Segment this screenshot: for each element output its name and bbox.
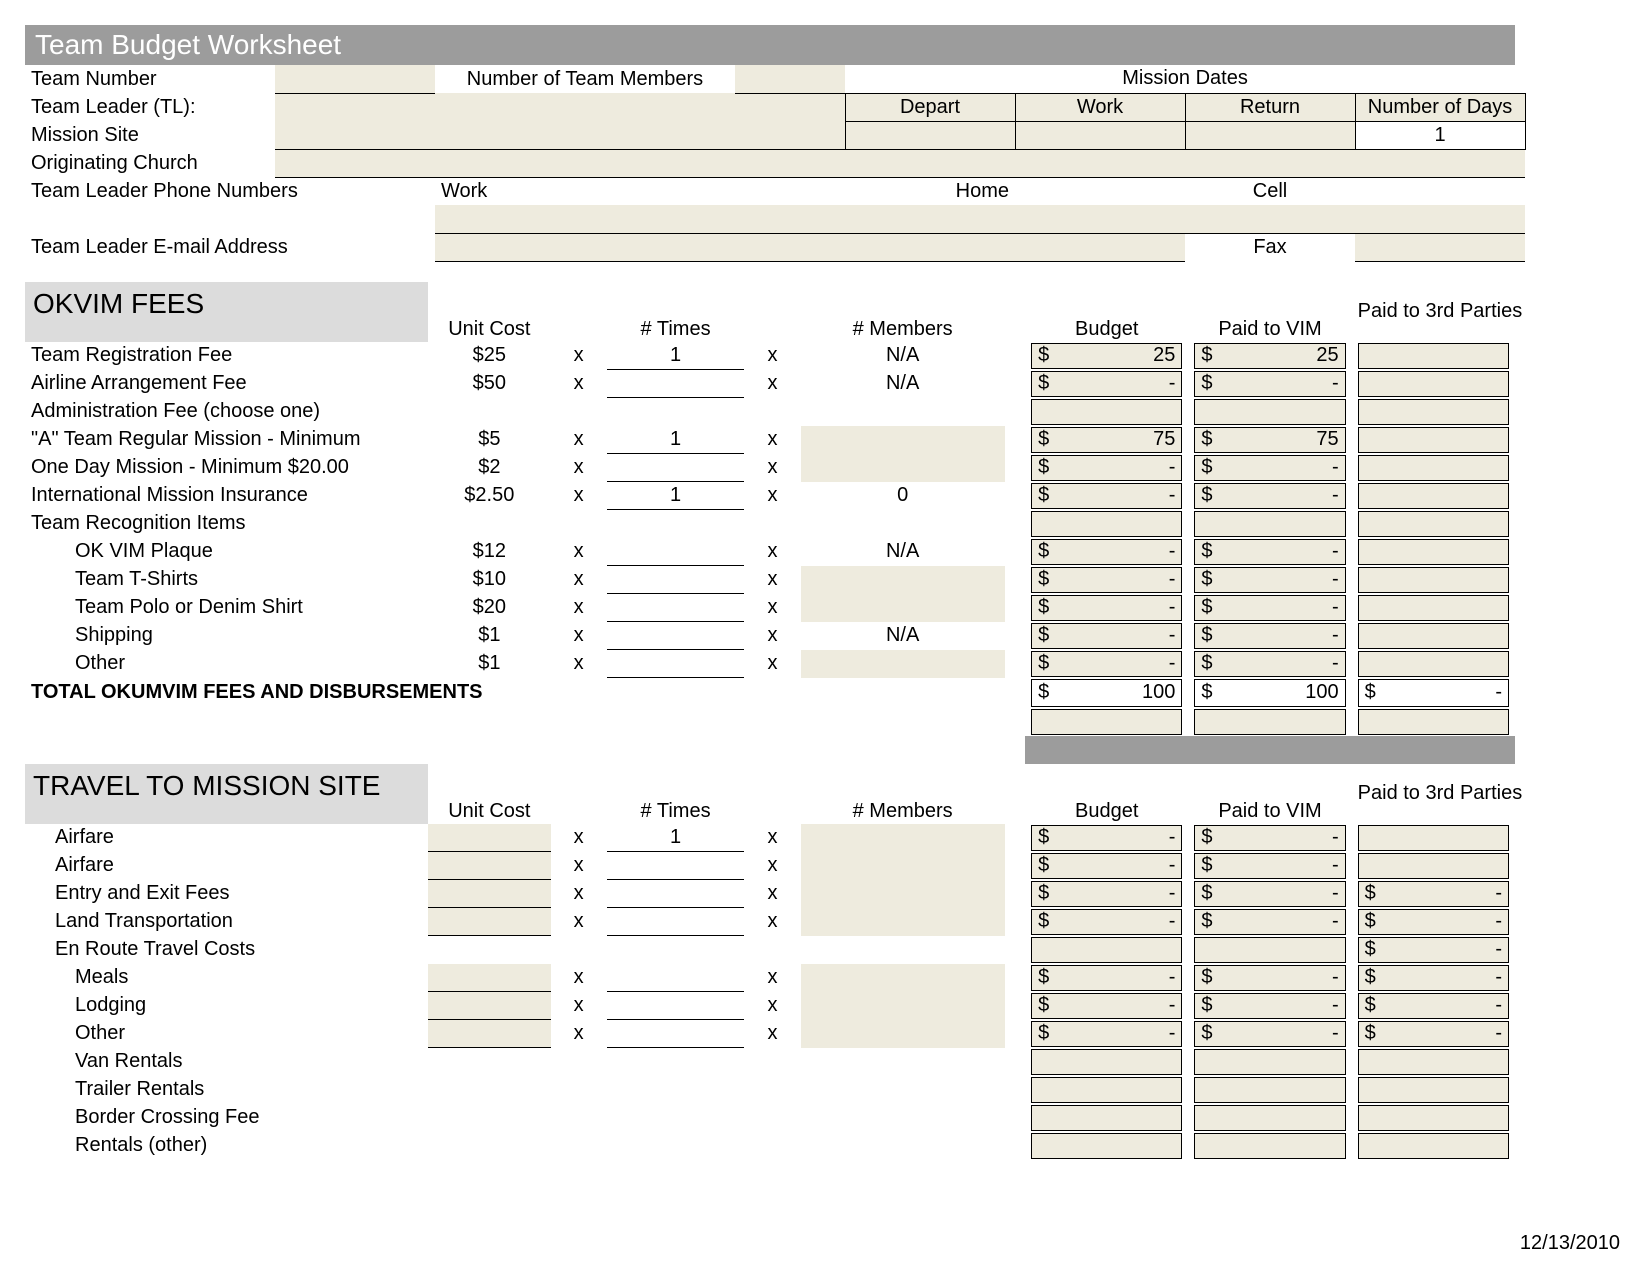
lbl-mission-dates: Mission Dates [845,65,1525,93]
row-ateam: "A" Team Regular Mission - Minimum $5 x … [25,426,1515,454]
hdr-return: Return [1185,93,1355,121]
row-other2: Other x x $- $- $- [25,1020,1515,1048]
row-air: Airline Arrangement Fee $50 x x N/A $- $… [25,370,1515,398]
row-border: Border Crossing Fee [25,1104,1515,1132]
row-tshirt: Team T-Shirts $10 x x $- $- [25,566,1515,594]
row-enroute: En Route Travel Costs $- [25,936,1515,964]
row-air2: Airfare x x $- $- [25,852,1515,880]
lbl-ph-work: Work [441,180,487,202]
field-team-leader[interactable] [275,93,845,149]
row-land: Land Transportation x x $- $- $- [25,908,1515,936]
field-work[interactable] [1015,121,1185,149]
lbl-tl-phone: Team Leader Phone Numbers [25,177,435,205]
row-ship: Shipping $1 x x N/A $- $- [25,622,1515,650]
row-trailer: Trailer Rentals [25,1076,1515,1104]
field-num-members[interactable] [735,65,845,93]
okvim-fees-table: OKVIM FEES Unit Cost # Times # Members B… [25,282,1515,1160]
section-okvim-title: OKVIM FEES [25,282,428,342]
lbl-tl-email: Team Leader E-mail Address [25,233,435,261]
col-budget: Budget [1025,282,1188,342]
row-recog: Team Recognition Items [25,510,1515,538]
row-polo: Team Polo or Denim Shirt $20 x x $- $- [25,594,1515,622]
field-depart[interactable] [845,121,1015,149]
row-meals: Meals x x $- $- $- [25,964,1515,992]
lbl-ph-cell: Cell [1185,177,1355,205]
section-travel-title: TRAVEL TO MISSION SITE [25,764,428,824]
field-email[interactable] [435,233,1185,261]
lbl-orig-church: Originating Church [25,149,275,177]
hdr-num-days: Number of Days [1355,93,1525,121]
col-third: Paid to 3rd Parties [1352,282,1515,342]
header-table: Team Number Number of Team Members Missi… [25,65,1526,262]
field-orig-church[interactable] [275,149,1525,177]
col-unit: Unit Cost [428,282,550,342]
row-van: Van Rentals [25,1048,1515,1076]
hdr-work: Work [1015,93,1185,121]
row-lodge: Lodging x x $- $- $- [25,992,1515,1020]
field-return[interactable] [1185,121,1355,149]
row-total1: TOTAL OKUMVIM FEES AND DISBURSEMENTS $10… [25,678,1515,708]
title-bar: Team Budget Worksheet [25,25,1515,65]
row-plaque: OK VIM Plaque $12 x x N/A $- $- [25,538,1515,566]
lbl-team-leader: Team Leader (TL): [25,93,275,121]
lbl-team-number: Team Number [25,65,275,93]
footer-date: 12/13/2010 [1520,1232,1620,1255]
row-ins: International Mission Insurance $2.50 x … [25,482,1515,510]
lbl-num-members: Number of Team Members [435,65,735,93]
row-rentals: Rentals (other) [25,1132,1515,1160]
row-other1: Other $1 x x $- $- [25,650,1515,678]
field-team-number[interactable] [275,65,435,93]
col-times: # Times [607,282,745,342]
field-phones[interactable] [435,205,1525,233]
lbl-mission-site: Mission Site [25,121,275,149]
hdr-depart: Depart [845,93,1015,121]
lbl-fax: Fax [1185,233,1355,261]
field-fax[interactable] [1355,233,1525,261]
col-vim: Paid to VIM [1188,282,1351,342]
row-oneday: One Day Mission - Minimum $20.00 $2 x x … [25,454,1515,482]
val-num-days: 1 [1355,121,1525,149]
lbl-ph-home: Home [956,180,1009,202]
row-reg: Team Registration Fee $25 x 1 x N/A $25 … [25,342,1515,370]
worksheet: Team Budget Worksheet Team Number Number… [25,25,1515,1160]
col-members: # Members [801,282,1005,342]
row-air1: Airfare x 1 x $- $- [25,824,1515,852]
row-admin: Administration Fee (choose one) [25,398,1515,426]
row-entry: Entry and Exit Fees x x $- $- $- [25,880,1515,908]
